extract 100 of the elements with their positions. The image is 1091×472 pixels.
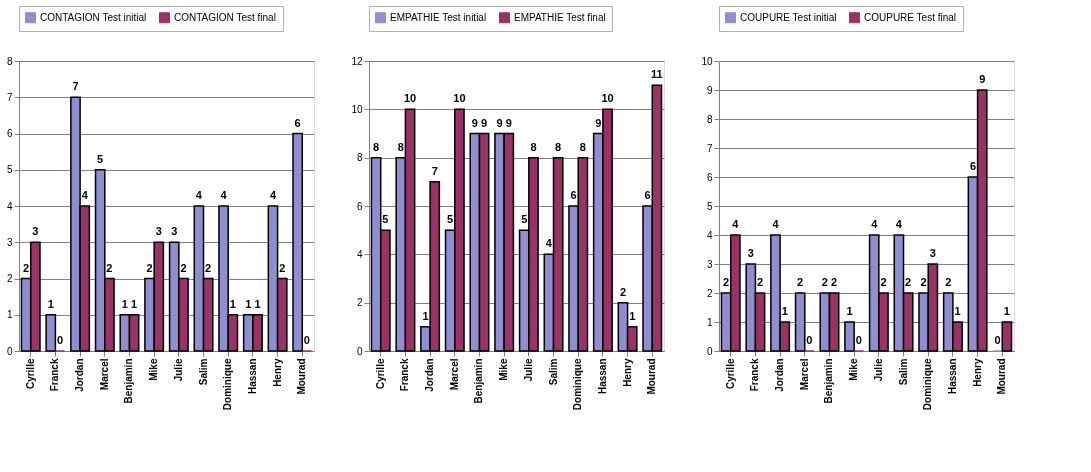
- legend-label: EMPATHIE Test initial: [390, 11, 487, 23]
- data-label: 3: [929, 247, 936, 259]
- data-label: 1: [131, 297, 138, 310]
- y-tick-label: 9: [706, 84, 713, 96]
- x-tick-label: Hassan: [946, 358, 958, 395]
- bar: [1001, 321, 1013, 352]
- bar: [844, 321, 855, 352]
- x-tick-label: Mourad: [296, 358, 308, 395]
- y-tick-label: 2: [6, 273, 13, 284]
- x-tick-label: Marcel: [98, 358, 110, 391]
- y-tick-label: 12: [351, 55, 363, 67]
- x-tick-label: Franck: [399, 358, 411, 392]
- x-tick-label: Henry: [271, 358, 283, 387]
- data-label: 8: [579, 140, 586, 153]
- y-tick-label: 8: [706, 113, 713, 125]
- x-tick-label: Hassan: [246, 358, 258, 395]
- data-label: 10: [601, 92, 614, 105]
- x-tick-label: Salim: [547, 358, 559, 386]
- data-label: 9: [471, 116, 478, 129]
- y-tick-label: 1: [6, 309, 13, 321]
- x-tick-label: Jordan: [424, 358, 436, 392]
- data-label: 4: [895, 218, 903, 230]
- x-tick-label: Mike: [848, 358, 860, 381]
- data-label: 2: [723, 276, 730, 288]
- legend-label: COUPURE Test final: [864, 11, 957, 23]
- data-label: 0: [303, 334, 310, 346]
- data-label: 4: [195, 189, 203, 201]
- x-tick-label: Franck: [749, 358, 761, 392]
- data-label: 11: [651, 68, 663, 81]
- data-label: 4: [269, 189, 277, 201]
- x-tick-label: Benjamin: [473, 358, 485, 404]
- data-label: 2: [756, 276, 764, 288]
- data-label: 2: [146, 261, 153, 274]
- data-label: 2: [106, 261, 113, 274]
- x-tick-label: Mike: [148, 358, 160, 381]
- y-tick-label: 0: [706, 345, 713, 357]
- data-label: 1: [781, 305, 788, 317]
- x-tick-label: Julie: [172, 358, 184, 382]
- x-tick-label: Marcel: [448, 358, 460, 391]
- bar: [794, 292, 806, 352]
- data-label: 8: [373, 140, 380, 153]
- data-label: 9: [496, 116, 503, 129]
- data-label: 6: [644, 189, 651, 201]
- y-tick-label: 2: [706, 287, 713, 299]
- data-label: 2: [619, 285, 627, 298]
- data-label: 2: [180, 261, 187, 274]
- data-label: 2: [205, 261, 212, 274]
- data-label: 3: [747, 247, 754, 259]
- x-tick-label: Mourad: [646, 358, 658, 395]
- x-tick-label: Mourad: [996, 358, 1008, 395]
- data-label: 5: [521, 213, 528, 226]
- x-tick-label: Salim: [897, 358, 909, 386]
- data-label: 3: [32, 225, 39, 238]
- y-tick-label: 5: [6, 164, 13, 176]
- x-tick-label: Cyrille: [724, 358, 736, 390]
- x-tick-label: Franck: [49, 358, 61, 392]
- x-tick-label: Dominique: [222, 358, 234, 411]
- legend-label: EMPATHIE Test final: [514, 11, 606, 23]
- data-label: 1: [47, 297, 54, 310]
- x-tick-label: Hassan: [596, 358, 608, 395]
- x-tick-label: Marcel: [798, 358, 810, 391]
- data-label: 6: [294, 116, 301, 129]
- data-label: 8: [555, 140, 562, 153]
- x-tick-label: Benjamin: [823, 358, 835, 404]
- data-label: 4: [732, 218, 740, 230]
- data-label: 9: [979, 73, 986, 85]
- y-tick-label: 5: [706, 200, 713, 212]
- x-tick-label: Henry: [971, 358, 983, 387]
- data-label: 7: [431, 164, 438, 177]
- data-label: 10: [453, 92, 466, 105]
- y-tick-label: 1: [706, 316, 713, 328]
- legend-label: COUPURE Test initial: [740, 11, 837, 23]
- data-label: 5: [97, 152, 104, 165]
- x-tick-label: Cyrille: [24, 358, 36, 390]
- data-label: 1: [1003, 305, 1010, 317]
- data-label: 8: [530, 140, 537, 153]
- data-label: 2: [831, 276, 838, 288]
- data-label: 1: [629, 309, 636, 322]
- data-label: 1: [254, 297, 261, 310]
- data-label: 9: [481, 116, 488, 129]
- data-label: 2: [23, 261, 30, 274]
- x-tick-label: Julie: [522, 358, 534, 382]
- data-label: 0: [806, 334, 813, 346]
- data-label: 1: [954, 305, 961, 317]
- y-tick-label: 3: [6, 236, 13, 248]
- data-label: 7: [72, 80, 79, 93]
- data-label: 4: [871, 218, 879, 230]
- legend-label: CONTAGION Test initial: [40, 11, 147, 23]
- data-label: 10: [403, 92, 417, 105]
- data-label: 2: [905, 276, 912, 288]
- data-label: 4: [81, 189, 89, 201]
- x-tick-label: Salim: [197, 358, 209, 386]
- data-label: 4: [220, 189, 228, 201]
- data-label: 8: [397, 140, 404, 153]
- data-label: 2: [797, 276, 804, 288]
- data-label: 2: [279, 261, 286, 274]
- x-tick-label: Jordan: [774, 358, 786, 392]
- y-tick-label: 6: [706, 171, 713, 183]
- y-tick-label: 8: [6, 55, 13, 67]
- y-tick-label: 8: [356, 152, 363, 164]
